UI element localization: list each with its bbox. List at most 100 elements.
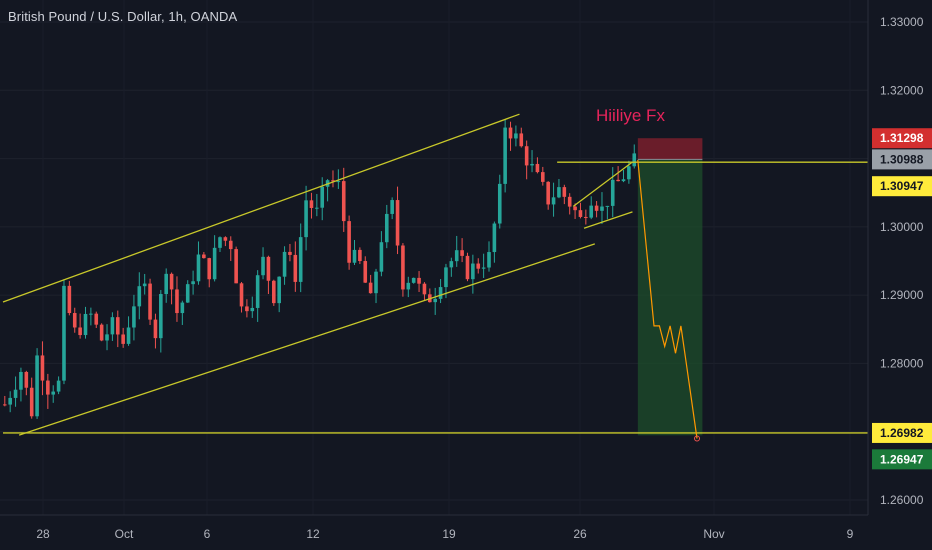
price-axis[interactable]: 1.330001.320001.310001.300001.290001.280… (880, 15, 924, 507)
candle (578, 202, 583, 219)
candle (519, 127, 524, 148)
time-tick-label: 26 (573, 527, 587, 541)
time-axis[interactable]: 28 Oct 6 12 19 26 Nov 9 (36, 527, 853, 541)
candle (508, 121, 513, 151)
candle (433, 287, 437, 315)
candle (266, 255, 271, 294)
take-profit-zone (637, 159, 703, 436)
candle (3, 395, 7, 407)
candle (535, 157, 540, 174)
candle (374, 268, 378, 304)
svg-text:1.31298: 1.31298 (880, 131, 924, 145)
price-tick-label: 1.28000 (880, 356, 924, 370)
candle (126, 316, 131, 346)
candle (438, 279, 443, 304)
candle (94, 311, 99, 329)
candle (573, 203, 577, 219)
candle (309, 192, 314, 219)
candle (83, 306, 88, 339)
candle (78, 313, 82, 339)
candle (589, 196, 594, 220)
price-label-current: 1.30988 (872, 149, 932, 170)
time-tick-label: 6 (204, 527, 211, 541)
trendline-channel-top[interactable] (2, 113, 520, 303)
price-label-target: 1.26947 (872, 449, 932, 470)
projection-path (637, 159, 701, 442)
price-tick-label: 1.29000 (880, 288, 924, 302)
position-zones (637, 138, 703, 436)
candle (567, 193, 572, 215)
candle (379, 231, 384, 277)
candle (293, 241, 298, 292)
price-label-level: 1.26982 (872, 422, 932, 443)
candle (115, 310, 120, 348)
trendlines[interactable] (2, 113, 868, 436)
candles (3, 119, 637, 419)
candle (282, 246, 287, 285)
candle (449, 257, 454, 277)
price-tick-label: 1.30000 (880, 220, 924, 234)
time-tick-label: 9 (847, 527, 854, 541)
price-tick-label: 1.32000 (880, 83, 924, 97)
svg-text:1.26982: 1.26982 (880, 426, 924, 440)
candle (261, 247, 265, 280)
candle (175, 276, 179, 322)
candle (605, 205, 610, 220)
candle (148, 278, 152, 325)
candle (551, 182, 556, 217)
candle (401, 243, 405, 297)
candle (89, 307, 93, 326)
candle (422, 282, 427, 301)
candle (406, 276, 411, 298)
candle (24, 370, 29, 396)
candle (492, 221, 497, 263)
candle (454, 235, 459, 267)
trendline-channel-bottom[interactable] (18, 243, 596, 436)
candle (272, 279, 276, 306)
candle (56, 376, 61, 395)
candle (417, 271, 421, 293)
candle (304, 185, 308, 251)
candle (352, 240, 357, 266)
candle (541, 166, 545, 186)
time-tick-label: 19 (442, 527, 456, 541)
candle (40, 341, 45, 396)
candle (62, 279, 66, 385)
time-tick-label: Nov (703, 527, 724, 541)
candle (594, 201, 599, 218)
svg-text:1.30988: 1.30988 (880, 152, 924, 166)
candle (202, 251, 206, 259)
candle (132, 294, 136, 341)
candle (390, 197, 394, 220)
candle (13, 376, 18, 407)
candle (358, 247, 362, 265)
trendline-flag-bottom[interactable] (583, 211, 633, 229)
price-label-level: 1.30947 (872, 176, 932, 197)
candle (196, 241, 201, 285)
candle (67, 280, 72, 316)
candle (336, 169, 341, 189)
svg-text:1.30947: 1.30947 (880, 179, 924, 193)
candle (524, 140, 529, 180)
trendline-flag-top[interactable] (572, 161, 633, 207)
candle (277, 276, 281, 313)
candle (557, 178, 561, 199)
candle (610, 167, 615, 218)
candle (471, 254, 475, 294)
candle (19, 367, 23, 402)
candle (503, 119, 507, 193)
candle (298, 223, 303, 293)
chart-title: British Pound / U.S. Dollar, 1h, OANDA (8, 9, 238, 24)
candle (239, 282, 244, 313)
candle (347, 215, 351, 270)
price-tick-label: 1.26000 (880, 493, 924, 507)
candle (121, 327, 125, 348)
author-annotation: Hiiliye Fx (596, 106, 665, 125)
candle (444, 263, 448, 299)
candle (331, 170, 335, 188)
price-labels: 1.31298 1.30988 1.30947 1.26982 1.26947 (872, 128, 932, 470)
candle (110, 312, 115, 341)
svg-text:1.26947: 1.26947 (880, 452, 924, 466)
candle (255, 270, 260, 322)
